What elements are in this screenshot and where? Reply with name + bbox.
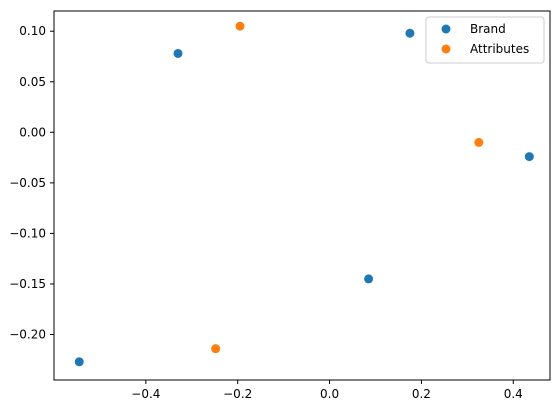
y-tick-label: −0.05 <box>9 176 46 190</box>
point-attributes <box>474 137 484 147</box>
x-tick-label: −0.2 <box>223 387 252 401</box>
legend-marker <box>441 44 451 54</box>
x-axis-ticks: −0.4 −0.2 0.0 0.2 0.4 <box>131 380 523 401</box>
point-brand <box>74 357 84 367</box>
point-attributes <box>235 21 245 31</box>
legend-label: Brand <box>470 22 506 36</box>
point-brand <box>364 274 374 284</box>
legend-marker <box>441 24 451 34</box>
point-brand <box>524 152 534 162</box>
y-tick-label: 0.00 <box>19 125 46 139</box>
y-tick-label: −0.20 <box>9 328 46 342</box>
plot-background <box>54 11 550 380</box>
point-brand <box>173 48 183 58</box>
x-tick-label: 0.2 <box>412 387 431 401</box>
legend: Brand Attributes <box>425 16 545 64</box>
legend-box <box>425 16 545 64</box>
point-brand <box>405 28 415 38</box>
data-points <box>74 21 534 367</box>
legend-label: Attributes <box>470 42 529 56</box>
y-tick-label: −0.15 <box>9 277 46 291</box>
point-attributes <box>211 344 221 354</box>
x-tick-label: −0.4 <box>131 387 160 401</box>
x-tick-label: 0.0 <box>320 387 339 401</box>
y-tick-label: −0.10 <box>9 226 46 240</box>
y-tick-label: 0.05 <box>19 75 46 89</box>
plot-frame <box>53 10 551 381</box>
y-axis-ticks: 0.10 0.05 0.00 −0.05 −0.10 −0.15 −0.20 <box>9 24 54 342</box>
y-tick-label: 0.10 <box>19 24 46 38</box>
x-tick-label: 0.4 <box>504 387 523 401</box>
